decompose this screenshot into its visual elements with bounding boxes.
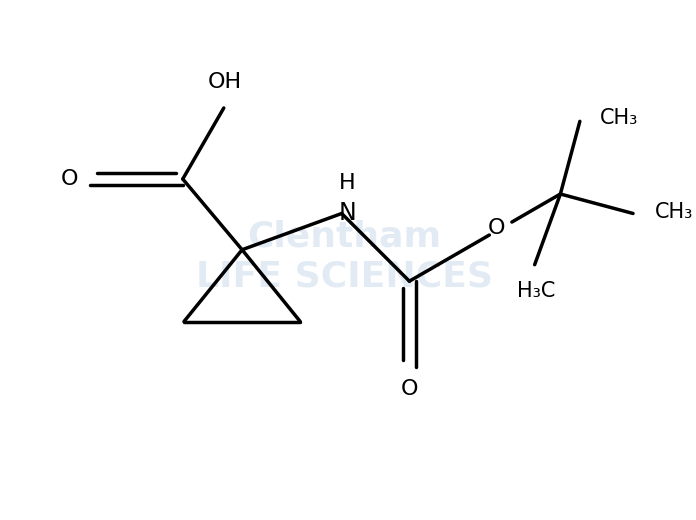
Text: H: H <box>339 173 356 193</box>
Text: O: O <box>61 169 79 189</box>
Text: Clentham
LIFE SCIENCES: Clentham LIFE SCIENCES <box>196 220 493 293</box>
Text: CH₃: CH₃ <box>655 202 693 222</box>
Text: H₃C: H₃C <box>517 281 555 301</box>
Text: CH₃: CH₃ <box>601 108 639 128</box>
Text: OH: OH <box>208 72 242 92</box>
Text: O: O <box>401 379 418 399</box>
Text: N: N <box>338 201 356 226</box>
Text: O: O <box>487 218 505 238</box>
